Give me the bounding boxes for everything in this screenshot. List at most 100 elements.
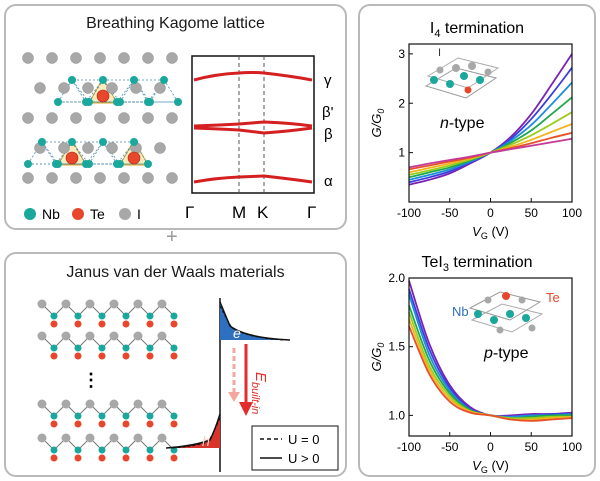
niobium-atom: [174, 98, 182, 106]
niobium-atom: [99, 76, 107, 84]
janus-tellurium-atom: [98, 320, 106, 328]
janus-niobium-atom: [170, 446, 178, 454]
x-tick-label: 0: [487, 206, 494, 220]
iodine-atom: [22, 112, 34, 124]
x-tick-label: -50: [441, 440, 459, 454]
janus-tellurium-atom: [146, 352, 154, 360]
janus-iodine-atom: [157, 331, 167, 341]
janus-tellurium-atom: [170, 352, 178, 360]
janus-iodine-atom: [37, 399, 47, 409]
janus-niobium-atom: [98, 344, 106, 352]
dashed-field-arrowhead: [228, 392, 240, 402]
kpoint-gamma-right: Γ: [307, 203, 316, 222]
chart-i4-termination: I4 termination -100 -50 0 50 100 1 2 3 VG (V) G/G…: [369, 20, 582, 241]
janus-niobium-atom: [146, 312, 154, 320]
kagome-lattice-figure: Nb Te I γ β' β α Γ M K Γ: [22, 52, 334, 222]
kagome-bond: [119, 79, 135, 103]
iodine-atom: [130, 82, 142, 94]
band-label-alpha: α: [324, 173, 333, 190]
janus-iodine-atom: [109, 299, 119, 309]
tellurium-atom: [65, 151, 79, 165]
janus-iodine-atom: [133, 299, 143, 309]
y-tick-label: 1.0: [388, 408, 405, 422]
janus-iodine-atom: [133, 399, 143, 409]
niobium-atom: [38, 138, 46, 146]
panel-a-title: Breathing Kagome lattice: [86, 15, 265, 32]
layer-ellipsis: ⋮: [82, 370, 100, 390]
janus-iodine-atom: [85, 399, 95, 409]
iodine-atom: [142, 172, 154, 184]
iodine-atom: [166, 52, 178, 64]
janus-tellurium-atom: [146, 320, 154, 328]
plus-sign: +: [166, 226, 178, 248]
janus-niobium-atom: [98, 446, 106, 454]
niobium-atom: [52, 160, 60, 168]
tellurium-atom: [127, 151, 141, 165]
y-tick-label: 1.5: [388, 340, 405, 354]
janus-tellurium-atom: [122, 454, 130, 462]
janus-niobium-atom: [50, 312, 58, 320]
x-tick-label: -50: [441, 206, 459, 220]
niobium-atom: [24, 160, 32, 168]
x-tick-label: 50: [525, 440, 539, 454]
electron-label: e: [233, 325, 241, 341]
niobium-atom: [116, 98, 124, 106]
janus-iodine-atom: [157, 399, 167, 409]
iodine-atom: [82, 142, 94, 154]
iodine-atom: [94, 112, 106, 124]
band-alpha: [193, 174, 313, 184]
janus-niobium-atom: [50, 344, 58, 352]
kagome-bond: [71, 79, 87, 103]
janus-niobium-atom: [122, 412, 130, 420]
iodine-atom: [142, 52, 154, 64]
x-axis-label: VG (V): [472, 458, 509, 475]
y-tick-label: 1: [398, 146, 405, 160]
iodine-atom: [106, 82, 118, 94]
janus-niobium-atom: [74, 312, 82, 320]
y-tick-label: 2: [398, 96, 405, 110]
janus-iodine-atom: [61, 299, 71, 309]
kagome-bond: [85, 79, 104, 103]
janus-tellurium-atom: [98, 352, 106, 360]
janus-tellurium-atom: [146, 420, 154, 428]
janus-iodine-atom: [109, 433, 119, 443]
built-in-field-label: Ebuilt-in: [249, 372, 269, 414]
niobium-atom: [68, 138, 76, 146]
iodine-atom: [58, 142, 70, 154]
chart-tei3-title: TeI3 termination: [421, 254, 532, 274]
janus-niobium-atom: [170, 312, 178, 320]
iodine-atom: [142, 112, 154, 124]
janus-tellurium-atom: [74, 320, 82, 328]
iodine-atom: [118, 52, 130, 64]
band-label-beta: β: [324, 126, 333, 143]
field-label-sub: built-in: [249, 382, 261, 414]
band-label-gamma: γ: [324, 72, 332, 89]
chart-i4-plot: -100 -50 0 50 100 1 2 3 VG (V) G/G0: [369, 43, 582, 241]
u-positive-label: U > 0: [288, 451, 319, 466]
kpoint-k: K: [257, 203, 269, 222]
hole-label: h: [202, 433, 210, 449]
janus-iodine-atom: [109, 399, 119, 409]
janus-niobium-atom: [122, 344, 130, 352]
band-structure-plot: γ β' β α Γ M K Γ: [185, 55, 334, 222]
iodine-atom: [70, 172, 82, 184]
tellurium-atom: [96, 89, 110, 103]
x-tick-label: 100: [562, 206, 582, 220]
hole-peak-outline: [165, 413, 221, 449]
niobium-atom: [82, 98, 90, 106]
janus-niobium-atom: [122, 312, 130, 320]
janus-niobium-atom: [74, 446, 82, 454]
janus-tellurium-atom: [50, 320, 58, 328]
y-axis-label: G/G0: [369, 343, 386, 372]
panel-transport: I4 termination -100 -50 0 50 100 1 2 3 VG (V) G/G…: [358, 4, 596, 477]
i4-inset-structure: I: [424, 47, 500, 99]
janus-tellurium-atom: [146, 454, 154, 462]
niobium-atom: [144, 160, 152, 168]
iodine-atom: [94, 52, 106, 64]
niobium-atom: [130, 138, 138, 146]
band-label-beta-prime: β': [322, 104, 334, 121]
series-line-6: [408, 132, 573, 171]
janus-tellurium-atom: [122, 420, 130, 428]
iodine-atom: [34, 82, 46, 94]
band-beta-prime: [193, 120, 313, 128]
